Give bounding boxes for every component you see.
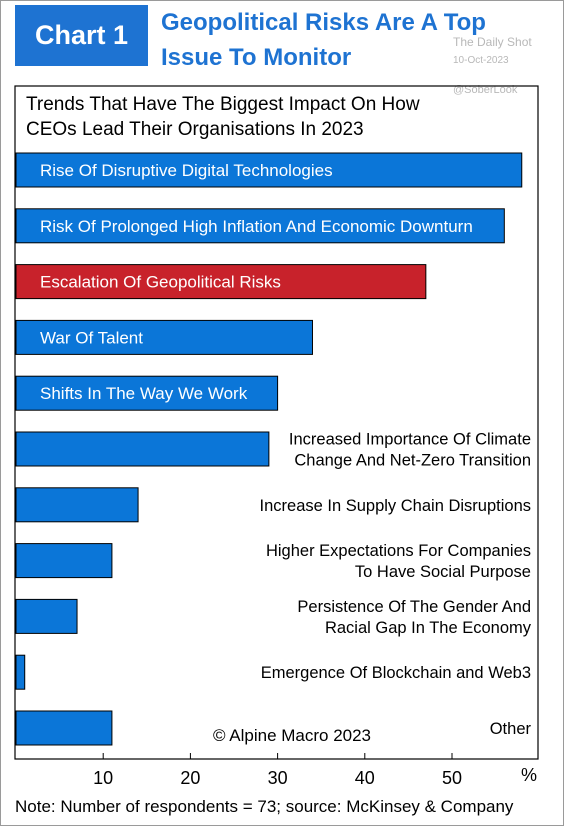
- page-title: Geopolitical Risks Are A Top Issue To Mo…: [161, 5, 486, 75]
- x-tick-label: 20: [180, 768, 200, 788]
- bar-label: Increased Importance Of Climate: [289, 431, 531, 449]
- chart-title-line: CEOs Lead Their Organisations In 2023: [26, 119, 364, 140]
- bar: [15, 264, 427, 300]
- bar: [15, 654, 26, 690]
- bar-label: Shifts In The Way We Work: [40, 384, 248, 403]
- bar-label: Increase In Supply Chain Disruptions: [260, 497, 531, 515]
- bar-label: Other: [490, 720, 532, 738]
- plot-area: [14, 85, 539, 760]
- bar: [15, 710, 113, 746]
- title-line-2: Issue To Monitor: [161, 44, 352, 71]
- x-tick-label: 40: [355, 768, 375, 788]
- bar-label: To Have Social Purpose: [355, 563, 531, 581]
- watermark-date: 10-Oct-2023: [453, 55, 509, 66]
- x-tick-label: 30: [268, 768, 288, 788]
- bar: [15, 319, 313, 355]
- bar: [15, 543, 113, 579]
- footnote: Note: Number of respondents = 73; source…: [15, 797, 514, 816]
- bar-label: Higher Expectations For Companies: [266, 542, 531, 560]
- bar-label: Racial Gap In The Economy: [325, 619, 532, 637]
- bar-label: Emergence Of Blockchain and Web3: [261, 664, 531, 682]
- chart-number-badge: Chart 1: [15, 5, 148, 66]
- x-unit-label: %: [521, 765, 537, 785]
- bar: [15, 208, 505, 244]
- bar: [15, 152, 523, 188]
- x-tick-label: 10: [93, 768, 113, 788]
- bar: [15, 431, 270, 467]
- bar-label: War Of Talent: [40, 328, 143, 347]
- bar-label: Risk Of Prolonged High Inflation And Eco…: [40, 217, 473, 236]
- bar-label: Persistence Of The Gender And: [297, 598, 531, 616]
- copyright-annotation: © Alpine Macro 2023: [213, 726, 371, 745]
- bar-label: Escalation Of Geopolitical Risks: [40, 273, 281, 292]
- watermark-handle: @SoberLook: [453, 84, 518, 96]
- bar: [15, 375, 279, 411]
- bar-label: Rise Of Disruptive Digital Technologies: [40, 161, 333, 180]
- bar-label: Change And Net-Zero Transition: [294, 452, 531, 470]
- bar: [15, 598, 78, 634]
- x-tick-label: 50: [442, 768, 462, 788]
- title-line-1: Geopolitical Risks Are A Top: [161, 9, 486, 36]
- bar: [15, 487, 139, 523]
- watermark-source: The Daily Shot: [453, 35, 532, 49]
- chart-title-line: Trends That Have The Biggest Impact On H…: [26, 94, 420, 115]
